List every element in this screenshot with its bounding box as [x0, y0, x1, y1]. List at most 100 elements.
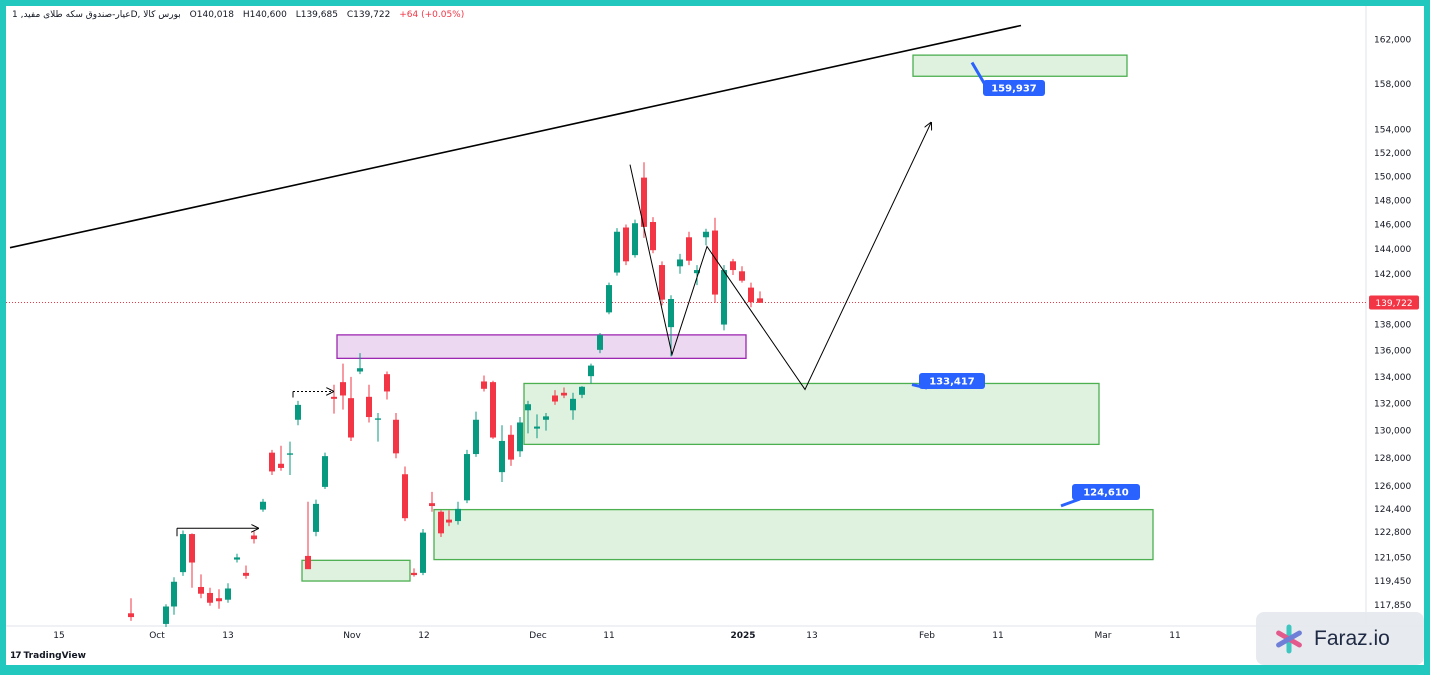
candle-body-down[interactable] [348, 398, 354, 438]
candle-body-down[interactable] [269, 452, 275, 472]
candle-body-down[interactable] [490, 382, 496, 438]
x-tick-label: 15 [53, 631, 64, 641]
x-tick-label: 11 [992, 631, 1003, 641]
candle-body-up[interactable] [287, 453, 293, 455]
candle-body-down[interactable] [411, 572, 417, 576]
callout-label: 159,937 [991, 84, 1037, 95]
candle-body-up[interactable] [694, 270, 700, 274]
callout-box[interactable] [983, 80, 1045, 96]
high-value: 140,600 [249, 10, 287, 20]
candle-body-down[interactable] [659, 265, 665, 300]
candle-body-down[interactable] [739, 271, 745, 281]
tradingview-logo[interactable]: 17 TradingView [10, 651, 86, 661]
candle-body-up[interactable] [517, 422, 523, 452]
candle-body-up[interactable] [543, 416, 549, 420]
low-value: 139,685 [300, 10, 338, 20]
candle-body-up[interactable] [614, 231, 620, 273]
candle-body-up[interactable] [721, 270, 727, 325]
candle-body-up[interactable] [163, 606, 169, 624]
candle-body-up[interactable] [357, 368, 363, 372]
x-tick-label: 13 [222, 631, 233, 641]
y-tick-label: 148,000 [1374, 196, 1411, 206]
candle-body-up[interactable] [677, 259, 683, 267]
candle-body-down[interactable] [623, 227, 629, 262]
candle-body-up[interactable] [171, 581, 177, 607]
candle-body-down[interactable] [429, 503, 435, 507]
candle-body-up[interactable] [473, 419, 479, 455]
y-tick-label: 146,000 [1374, 220, 1411, 230]
candle-body-down[interactable] [561, 392, 567, 396]
candle-body-up[interactable] [499, 440, 505, 473]
zone-low[interactable] [433, 508, 1154, 561]
y-tick-label: 134,000 [1374, 373, 1411, 383]
candle-body-up[interactable] [525, 404, 531, 411]
faraz-watermark: Faraz.io [1256, 612, 1424, 665]
candle-body-up[interactable] [295, 404, 301, 420]
candle-body-down[interactable] [305, 555, 311, 570]
candle-body-down[interactable] [686, 237, 692, 261]
candle-body-down[interactable] [278, 463, 284, 468]
candle-body-down[interactable] [508, 434, 514, 460]
candle-body-down[interactable] [730, 261, 736, 271]
candle-body-down[interactable] [198, 586, 204, 594]
candle-body-up[interactable] [322, 456, 328, 487]
candle-body-up[interactable] [579, 386, 585, 395]
candle-body-down[interactable] [331, 396, 337, 399]
candle-body-down[interactable] [402, 474, 408, 519]
trendline[interactable] [9, 24, 1022, 249]
candle-body-down[interactable] [128, 613, 134, 618]
candle-body-up[interactable] [588, 365, 594, 377]
zone-mid[interactable] [523, 382, 1100, 446]
zone-top[interactable] [912, 54, 1128, 77]
candle-body-up[interactable] [234, 557, 240, 560]
zone-small[interactable] [301, 559, 411, 582]
callout-box[interactable] [919, 373, 985, 389]
candle-body-up[interactable] [668, 299, 674, 328]
candle-body-down[interactable] [207, 592, 213, 603]
candle-body-down[interactable] [552, 395, 558, 402]
candle-body-up[interactable] [606, 285, 612, 313]
candle-body-down[interactable] [748, 287, 754, 303]
y-tick-label: 122,800 [1374, 528, 1411, 538]
candle-body-up[interactable] [464, 454, 470, 501]
candle-body-up[interactable] [313, 503, 319, 532]
candle-body-down[interactable] [366, 396, 372, 418]
candle-body-up[interactable] [597, 334, 603, 350]
candle-body-up[interactable] [420, 532, 426, 573]
projection-path[interactable] [629, 123, 931, 391]
candle-body-down[interactable] [650, 222, 656, 251]
candle-body-up[interactable] [225, 588, 231, 600]
candle-body-down[interactable] [446, 519, 452, 523]
candle-body-down[interactable] [340, 382, 346, 396]
callout-box[interactable] [1072, 484, 1140, 500]
price-chart[interactable]: 170,000166,000162,000158,000154,000152,0… [6, 6, 1424, 665]
candle-body-down[interactable] [243, 572, 249, 576]
callout-pointer [1060, 497, 1081, 508]
candle-body-down[interactable] [189, 534, 195, 563]
faraz-logo-icon [1276, 624, 1302, 653]
symbol-name[interactable]: عیار-صندوق سکه طلای مفید, 1D, بورس کالا [12, 10, 181, 20]
candle-body-down[interactable] [757, 298, 763, 303]
candle-body-down[interactable] [216, 598, 222, 602]
candle-body-up[interactable] [703, 231, 709, 238]
candle-body-up[interactable] [455, 508, 461, 522]
candle-body-up[interactable] [632, 223, 638, 256]
candle-body-down[interactable] [384, 374, 390, 392]
candle-body-down[interactable] [393, 419, 399, 454]
x-tick-label: Nov [343, 631, 361, 641]
candle-body-up[interactable] [375, 418, 381, 420]
candle-body-down[interactable] [712, 230, 718, 295]
candle-body-down[interactable] [251, 535, 257, 540]
candle-body-down[interactable] [438, 511, 444, 534]
zone-purple[interactable] [336, 334, 747, 360]
y-tick-label: 117,850 [1374, 601, 1411, 611]
y-tick-label: 138,000 [1374, 321, 1411, 331]
candle-body-up[interactable] [260, 501, 266, 510]
candle-body-up[interactable] [570, 398, 576, 411]
candle-body-up[interactable] [534, 426, 540, 429]
y-tick-label: 158,000 [1374, 80, 1411, 90]
callout-label: 124,610 [1083, 488, 1129, 499]
candle-body-up[interactable] [180, 534, 186, 573]
candle-body-down[interactable] [481, 381, 487, 389]
candle-body-down[interactable] [641, 177, 647, 227]
